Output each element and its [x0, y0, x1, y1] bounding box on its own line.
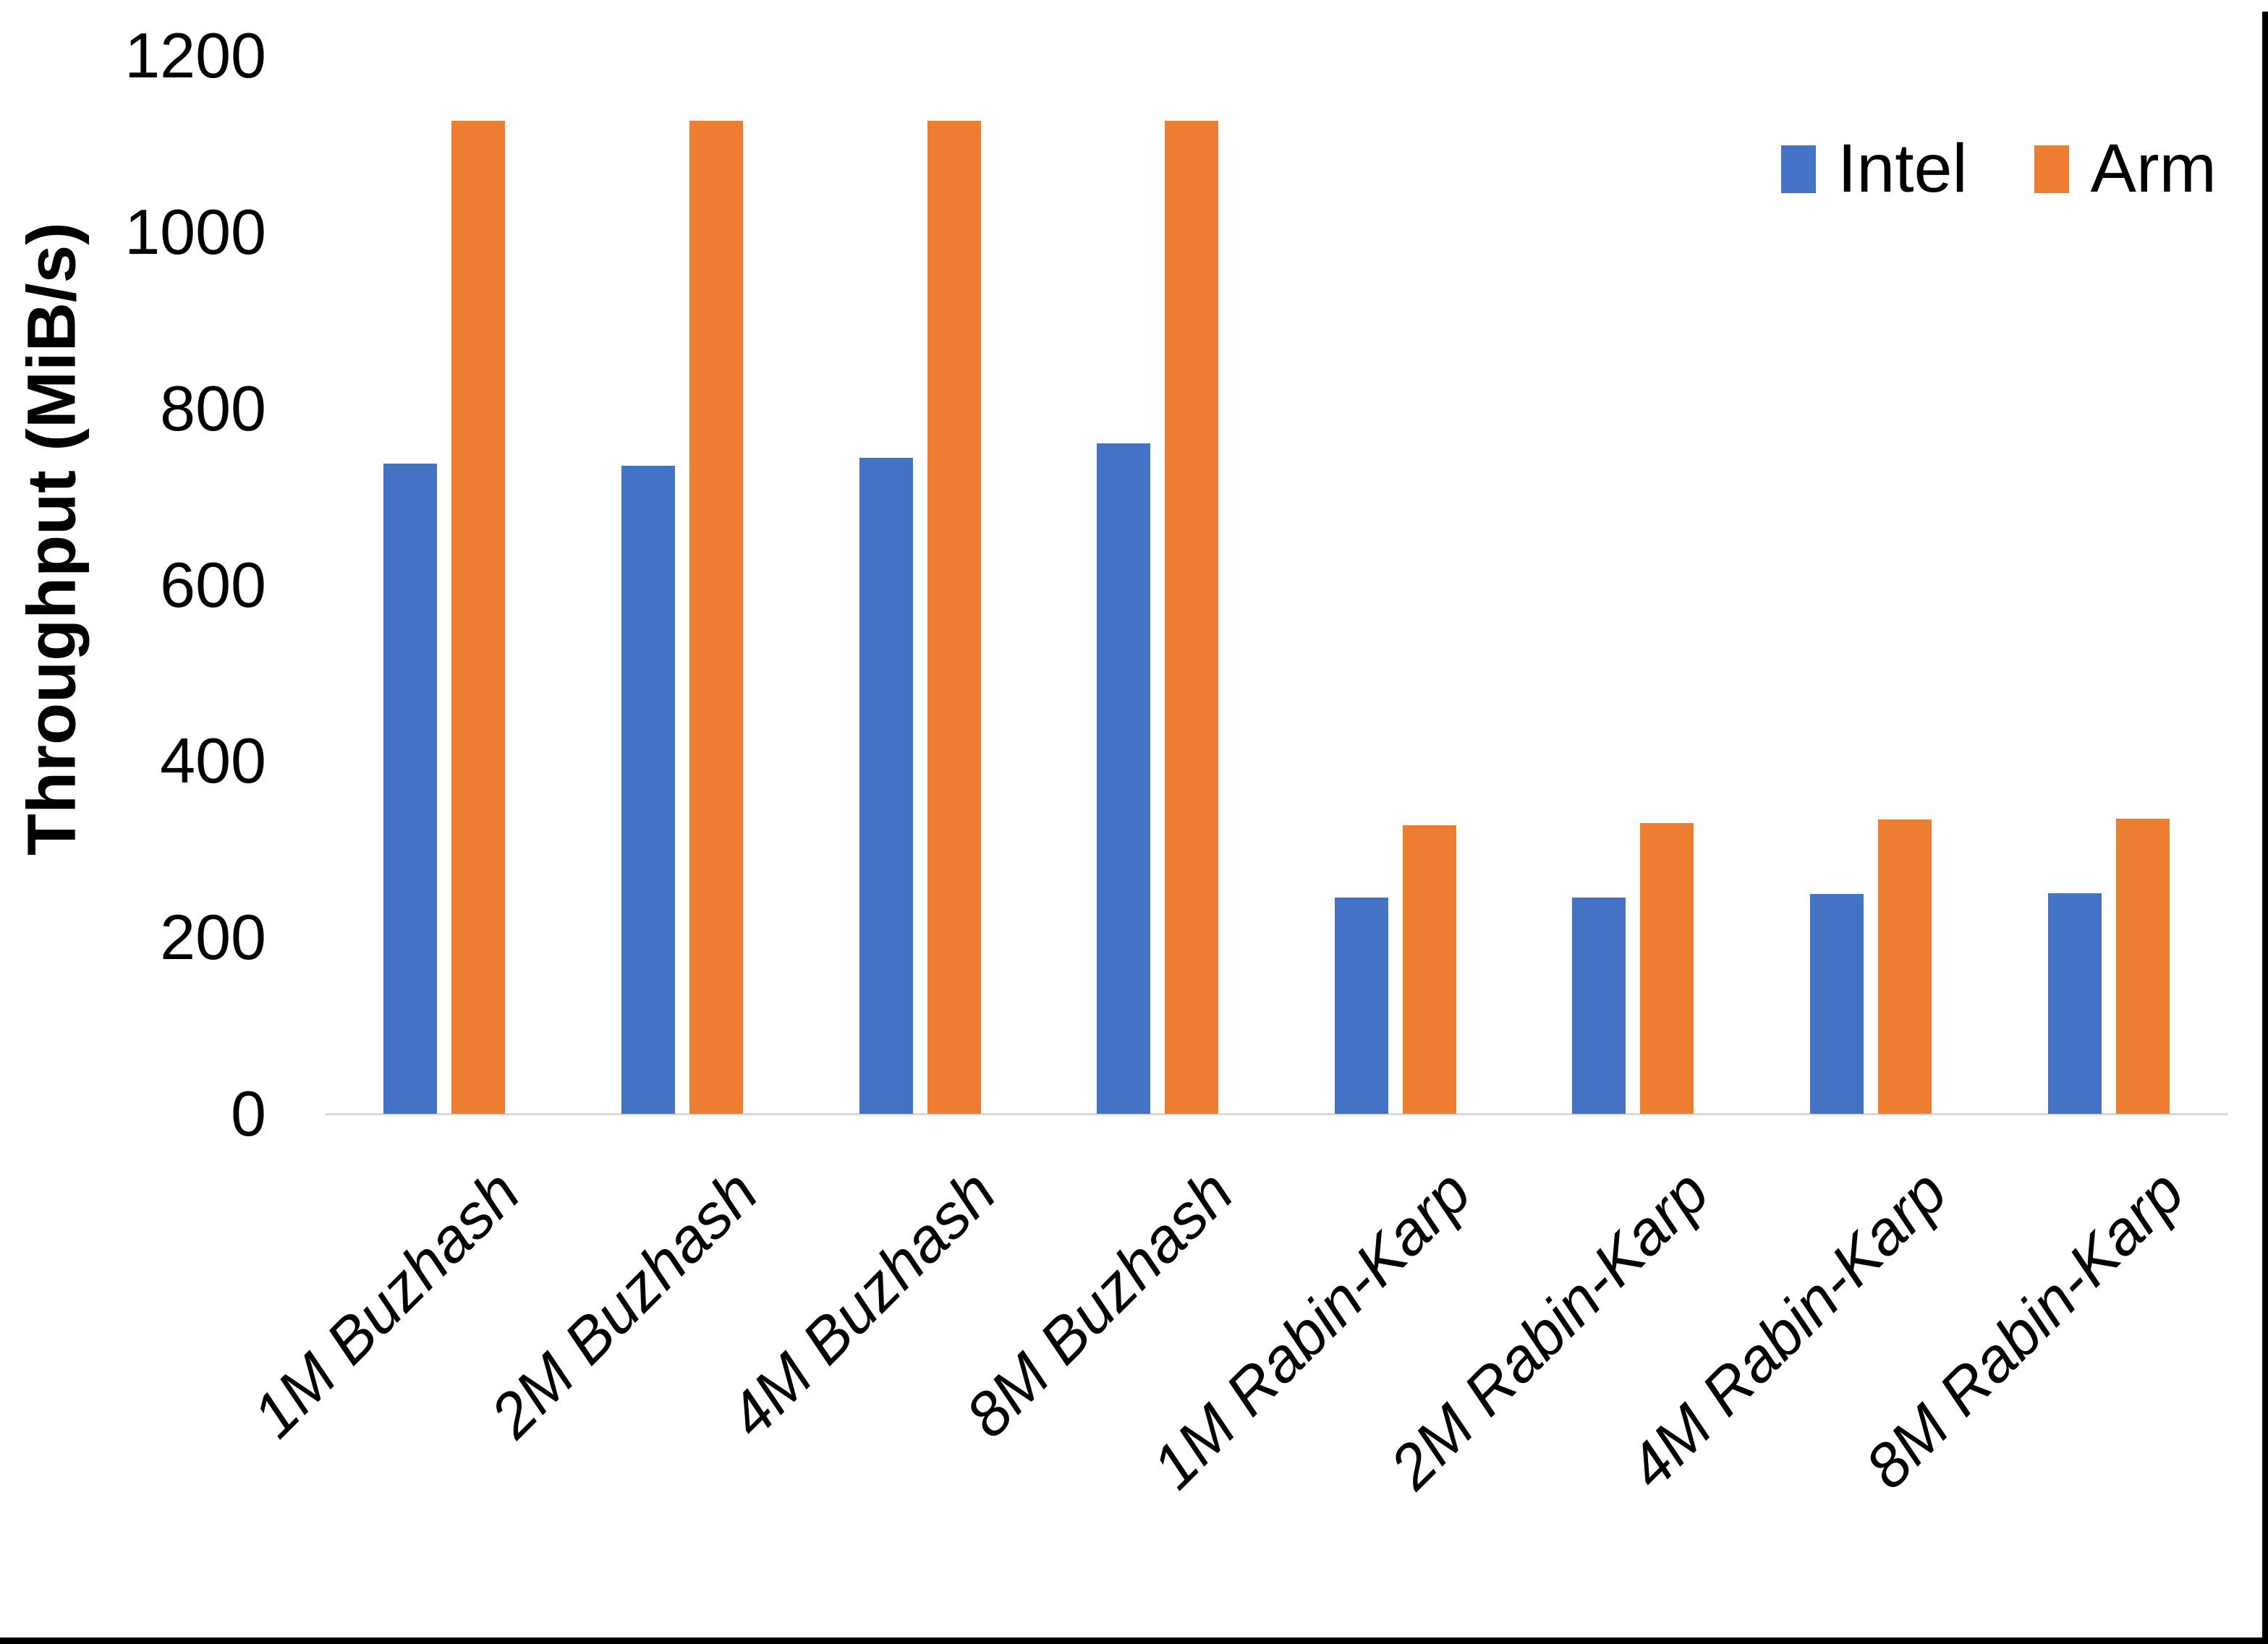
arm-color-swatch-icon: [2034, 145, 2069, 193]
y-tick-600: 600: [160, 548, 266, 621]
bar-intel-4m-buzhash: [859, 458, 913, 1114]
y-tick-1000: 1000: [124, 195, 266, 268]
legend-label-arm: Arm: [2090, 130, 2217, 207]
bar-arm-1m-buzhash: [451, 121, 506, 1114]
bar-intel-4m-rabin-karp: [1810, 894, 1864, 1114]
bar-arm-4m-buzhash: [927, 121, 981, 1114]
bar-intel-8m-rabin-karp: [2047, 893, 2102, 1114]
y-tick-400: 400: [160, 725, 266, 797]
bar-intel-8m-buzhash: [1097, 443, 1151, 1114]
bar-arm-8m-rabin-karp: [2115, 819, 2170, 1114]
page-border-right: [2262, 12, 2268, 1644]
bar-arm-8m-buzhash: [1165, 121, 1219, 1114]
legend-item-arm: Arm: [2034, 135, 2217, 203]
y-tick-0: 0: [231, 1078, 266, 1149]
bar-intel-1m-buzhash: [383, 464, 438, 1114]
y-tick-200: 200: [160, 901, 266, 974]
intel-color-swatch-icon: [1781, 145, 1816, 193]
bar-intel-1m-rabin-karp: [1334, 898, 1388, 1114]
bar-arm-1m-rabin-karp: [1402, 825, 1456, 1114]
bar-intel-2m-buzhash: [621, 466, 675, 1114]
bar-arm-4m-rabin-karp: [1878, 819, 1932, 1114]
x-axis-line: [326, 1113, 2227, 1115]
legend-item-intel: Intel: [1781, 135, 1968, 203]
legend-label-intel: Intel: [1838, 130, 1968, 207]
chart-legend: Intel Arm: [1781, 135, 2217, 203]
page-border-bottom: [0, 1637, 2268, 1644]
bar-arm-2m-buzhash: [689, 121, 743, 1114]
bar-intel-2m-rabin-karp: [1572, 898, 1626, 1114]
bar-arm-2m-rabin-karp: [1640, 823, 1694, 1114]
y-tick-1200: 1200: [124, 20, 266, 91]
y-tick-800: 800: [160, 372, 266, 444]
